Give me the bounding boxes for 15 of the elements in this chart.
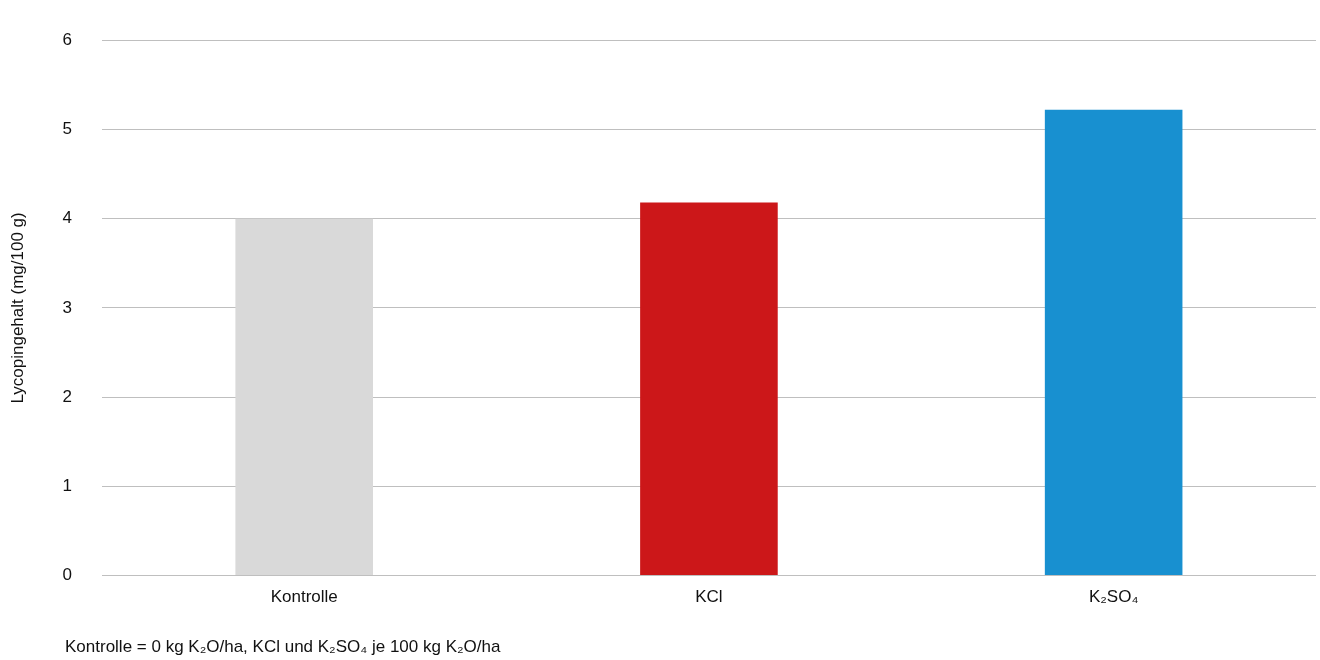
y-tick-label: 1 <box>62 476 72 496</box>
x-tick-label: KCl <box>695 587 723 607</box>
y-axis-title: Lycopingehalt (mg/100 g) <box>7 212 27 404</box>
y-tick-label: 4 <box>62 208 72 228</box>
text: Kontrolle = 0 kg K₂O/ha, KCl und K₂SO₄ je 100 kg K₂O/ha <box>65 637 501 656</box>
bar <box>1044 109 1183 576</box>
y-tick-label: 5 <box>62 119 72 139</box>
x-tick-label: K₂SO₄ <box>1088 587 1139 607</box>
y-tick-label: 2 <box>62 386 72 406</box>
bar <box>235 218 374 576</box>
bar <box>640 202 778 576</box>
x-tick-label: Kontrolle <box>270 587 338 607</box>
y-tick-label: 0 <box>62 565 72 585</box>
y-tick-label: 3 <box>62 297 72 317</box>
y-tick-label: 6 <box>62 29 72 49</box>
